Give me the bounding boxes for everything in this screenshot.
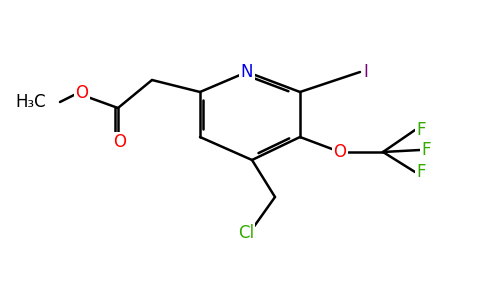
Text: H₃C: H₃C xyxy=(15,93,46,111)
Text: I: I xyxy=(363,63,368,81)
Text: F: F xyxy=(416,121,426,139)
Text: O: O xyxy=(114,133,126,151)
Text: N: N xyxy=(241,63,253,81)
Text: F: F xyxy=(416,163,426,181)
Text: O: O xyxy=(333,143,347,161)
Text: O: O xyxy=(76,84,89,102)
Text: Cl: Cl xyxy=(238,224,254,242)
Text: F: F xyxy=(421,141,431,159)
